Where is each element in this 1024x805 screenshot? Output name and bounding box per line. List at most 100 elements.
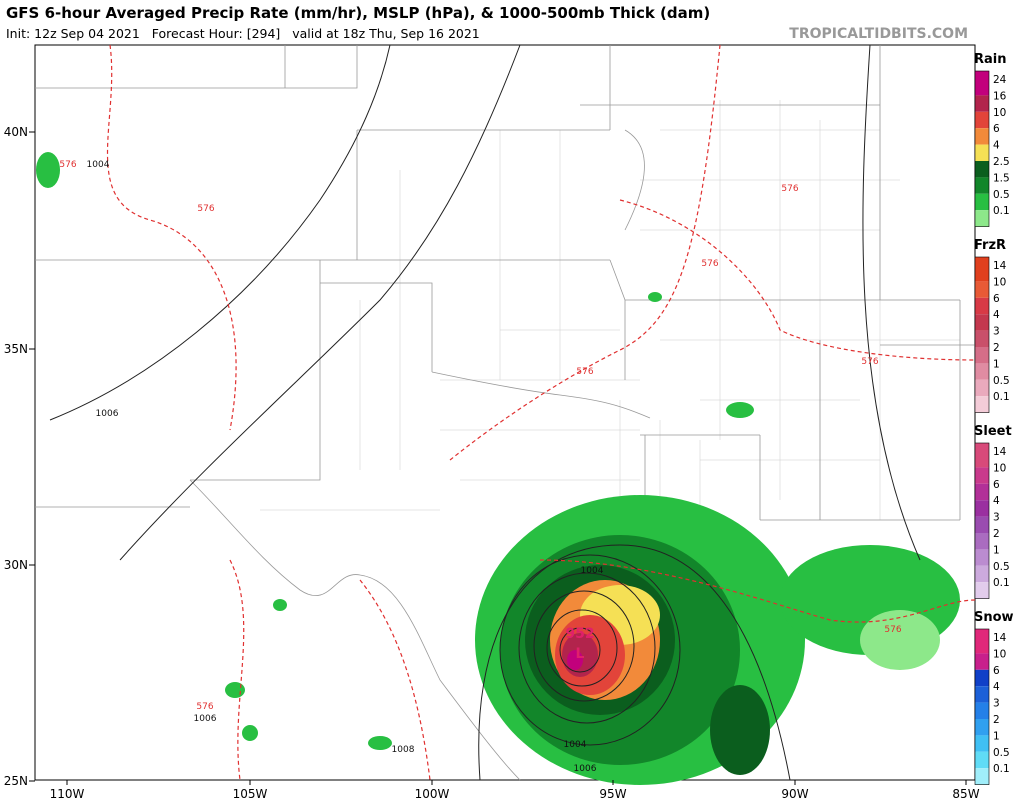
contour-label: 576 (576, 367, 593, 377)
legend-title: Rain (974, 52, 1007, 67)
legend-cap (975, 257, 989, 265)
legend-label: 1.5 (993, 172, 1010, 184)
legend-label: 2 (993, 528, 1000, 540)
legend-title: FrzR (974, 238, 1006, 253)
legend-swatch (975, 347, 989, 364)
legend-swatch (975, 653, 989, 670)
site: TROPICALTIDBITS.COM (789, 26, 968, 42)
map (34, 44, 976, 785)
contour-label: 576 (861, 357, 878, 367)
isobars (49, 44, 921, 781)
legend-label: 24 (993, 74, 1007, 86)
legend-label: 0.5 (993, 375, 1010, 387)
legend-swatch (975, 363, 989, 380)
legend-label: 3 (993, 326, 1000, 338)
legend-swatch (975, 177, 989, 194)
contour-label: 1004 (564, 740, 587, 750)
legend-label: 2 (993, 714, 1000, 726)
legend-frame (974, 628, 990, 785)
contour-label: L (576, 646, 585, 662)
lon-label: 110W (50, 787, 85, 801)
legend-label: 6 (993, 665, 1000, 677)
legend-label: 3 (993, 698, 1000, 710)
map-labels: 576 576 576 576 576 576 576 576 1004 1006 1006 1008… (59, 160, 901, 774)
subtitle: Init: 12z Sep 04 2021 Forecast Hour: [29… (6, 26, 480, 41)
legend-label: 4 (993, 495, 1000, 507)
lon-label: 90W (781, 787, 808, 801)
contour-label: 576 (196, 702, 213, 712)
legend-label: 0.5 (993, 561, 1010, 573)
legend-label: 10 (993, 107, 1006, 119)
legend-swatch (975, 533, 989, 550)
contour-label: 576 (59, 160, 76, 170)
lat-label: 30N (4, 558, 28, 572)
legend-label: 0.1 (993, 205, 1010, 217)
legend-swatch (975, 128, 989, 145)
legend-label: 14 (993, 446, 1007, 458)
lon-label: 95W (599, 787, 626, 801)
contour-label: 1004 (87, 160, 110, 170)
legend-swatch (975, 210, 989, 227)
contour-label: 1008 (392, 745, 415, 755)
legend-swatch (975, 735, 989, 752)
legend-swatch (975, 161, 989, 178)
legend-frame (974, 70, 990, 227)
legend-swatch (975, 79, 989, 96)
legend-label: 6 (993, 293, 1000, 305)
legend-swatch (975, 702, 989, 719)
legend-swatch (975, 111, 989, 129)
legend-label: 1 (993, 544, 1000, 556)
legend-label: 4 (993, 140, 1000, 152)
lat-label: 25N (4, 774, 28, 788)
legend-title: Sleet (974, 424, 1012, 439)
legend-swatch (975, 549, 989, 566)
legend-label: 10 (993, 648, 1006, 660)
legend-label: 16 (993, 90, 1007, 102)
legend-swatch (975, 686, 989, 703)
legend-label: 1 (993, 730, 1000, 742)
legend-swatch (975, 144, 989, 161)
contour-label: 1004 (581, 566, 604, 576)
legend-label: 2.5 (993, 156, 1010, 168)
contour-label: 952 (565, 626, 594, 642)
legend-label: 0.5 (993, 189, 1010, 201)
legend-swatch (975, 467, 989, 484)
contour-label: 576 (197, 204, 214, 214)
legend-swatch (975, 281, 989, 298)
legend-label: 0.1 (993, 763, 1010, 775)
legend-swatch (975, 719, 989, 736)
legend-swatch (975, 297, 989, 315)
legend-cap (975, 629, 989, 637)
legend-swatch (975, 265, 989, 282)
legend-swatch (975, 314, 989, 331)
legend-label: 14 (993, 260, 1007, 272)
state-lines (35, 45, 975, 781)
legend-label: 10 (993, 462, 1006, 474)
legend-swatch (975, 451, 989, 468)
lat-label: 35N (4, 342, 28, 356)
lon-label: 100W (415, 787, 450, 801)
legend-swatch (975, 379, 989, 397)
legend-swatch (975, 193, 989, 211)
legend-frame (974, 256, 990, 413)
legend-label: 1 (993, 358, 1000, 370)
contour-label: 1006 (96, 409, 119, 419)
axes: 110W 105W 100W 95W 90W 85W 40N 35N 30N 25N (4, 125, 980, 801)
legend-swatch (975, 565, 989, 583)
legend-swatch (975, 768, 989, 785)
legend-label: 0.1 (993, 391, 1010, 403)
legend-label: 6 (993, 479, 1000, 491)
thickness (106, 44, 976, 781)
contour-label: 576 (701, 259, 718, 269)
legend-label: 10 (993, 276, 1006, 288)
legend-swatch (975, 330, 989, 347)
contour-label: 1006 (574, 764, 597, 774)
legend-swatch (975, 396, 989, 413)
legend-swatch (975, 500, 989, 517)
legend-title: Snow (974, 610, 1014, 625)
legend-label: 0.5 (993, 747, 1010, 759)
legend-label: 4 (993, 681, 1000, 693)
contour-label: 576 (884, 625, 901, 635)
legend-label: 2 (993, 342, 1000, 354)
